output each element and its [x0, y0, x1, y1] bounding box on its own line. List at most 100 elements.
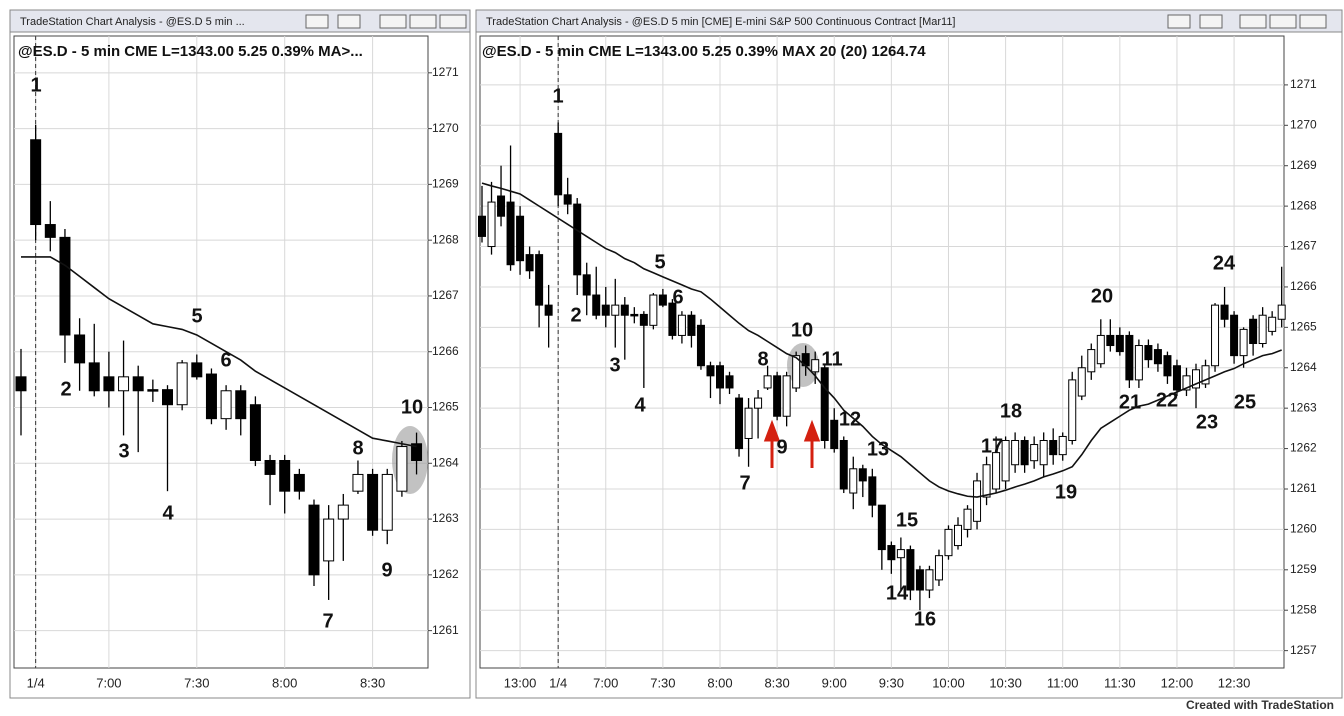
candle-body [1220, 304, 1229, 320]
candle-body [839, 439, 848, 490]
y-tick-label: 1267 [1290, 239, 1317, 253]
button[interactable] [379, 14, 407, 29]
candle-body [352, 473, 364, 492]
annotation: 13 [867, 438, 889, 460]
candle-body [132, 376, 144, 392]
y-tick-label: 1264 [432, 455, 459, 469]
candle-body [716, 365, 724, 389]
candle-body [1058, 435, 1067, 456]
y-tick-label: 1261 [1290, 481, 1317, 495]
x-tick-label: 11:30 [1104, 675, 1136, 690]
candle-body [15, 376, 27, 392]
button[interactable] [1199, 14, 1223, 29]
window-title: TradeStation Chart Analysis - @ES.D 5 mi… [20, 16, 245, 28]
candle-body [725, 375, 734, 389]
annotation: 10 [791, 319, 813, 341]
y-tick-label: 1262 [432, 567, 459, 581]
candle-body [687, 314, 696, 336]
candle-body [544, 304, 553, 316]
button[interactable] [337, 14, 361, 29]
button[interactable] [409, 14, 437, 29]
annotation: 2 [60, 378, 71, 400]
candle-body [1163, 355, 1172, 377]
candle-body [1192, 369, 1200, 389]
candle-body [337, 504, 349, 520]
x-tick-label: 12:00 [1161, 675, 1194, 690]
y-tick-label: 1259 [1290, 562, 1317, 576]
annotation: 2 [570, 304, 581, 326]
candle-body [887, 545, 896, 561]
x-tick-label: 7:30 [184, 675, 209, 690]
y-tick-label: 1269 [432, 177, 459, 191]
y-tick-label: 1263 [1290, 400, 1317, 414]
candle-body [1096, 334, 1105, 365]
annotation: 4 [634, 394, 646, 416]
button[interactable] [1299, 14, 1327, 29]
candle-body [44, 224, 56, 238]
annotation: 3 [609, 354, 620, 376]
annotation: 1 [30, 74, 41, 96]
annotation: 7 [322, 610, 333, 632]
arrow [763, 419, 781, 468]
annotation: 9 [776, 436, 787, 458]
candle-body [563, 194, 572, 205]
y-tick-label: 1264 [1290, 360, 1317, 374]
button[interactable] [439, 14, 467, 29]
candle-body [1172, 365, 1181, 391]
candle-body [249, 404, 261, 461]
candle-body [1182, 375, 1191, 391]
candle-body [293, 473, 305, 492]
candle-body [849, 468, 858, 494]
candle-body [411, 443, 423, 461]
candle-body [1144, 345, 1153, 361]
x-tick-label: 9:00 [822, 675, 847, 690]
candle-body [220, 390, 232, 420]
candle-body [279, 459, 291, 492]
candle-body [1239, 328, 1248, 357]
annotation: 9 [381, 559, 392, 581]
annotation: 22 [1156, 389, 1178, 411]
candle-body [118, 376, 130, 392]
candle-body [877, 504, 886, 551]
button[interactable] [1269, 14, 1297, 29]
y-tick-label: 1266 [1290, 279, 1317, 293]
annotation: 4 [162, 502, 174, 524]
y-tick-label: 1261 [432, 623, 459, 637]
candle-body [367, 473, 379, 531]
annotation: 15 [896, 509, 918, 531]
candle-body [1049, 439, 1058, 456]
annotation: 24 [1213, 252, 1236, 274]
candle-body [176, 362, 188, 406]
chart-header: @ES.D - 5 min CME L=1343.00 5.25 0.39% M… [482, 43, 926, 60]
x-tick-label: 7:30 [650, 675, 675, 690]
candle-body [620, 304, 629, 316]
y-tick-label: 1262 [1290, 441, 1317, 455]
button[interactable] [1239, 14, 1267, 29]
annotation: 17 [981, 435, 1003, 457]
annotation: 23 [1196, 411, 1218, 433]
annotation: 11 [821, 348, 842, 370]
candle-body [554, 132, 563, 196]
x-tick-label: 8:30 [764, 675, 789, 690]
button[interactable] [1167, 14, 1191, 29]
annotation: 7 [739, 472, 750, 494]
candle-body [162, 389, 173, 406]
y-tick-label: 1265 [432, 400, 459, 414]
button[interactable] [305, 14, 329, 29]
annotation: 10 [401, 396, 423, 418]
x-tick-label: 8:00 [272, 675, 297, 690]
y-tick-label: 1265 [1290, 320, 1317, 334]
candle-body [396, 446, 408, 492]
candle-body [830, 419, 839, 450]
candle-body [925, 569, 934, 591]
annotation: 8 [757, 348, 768, 370]
candle-body [1230, 314, 1239, 357]
annotation: 3 [118, 440, 129, 462]
candle-body [592, 294, 601, 316]
candle-body [506, 201, 515, 266]
candle-body [1134, 345, 1143, 381]
candle-body [601, 304, 610, 316]
candle-body [487, 201, 496, 248]
y-tick-label: 1260 [1290, 522, 1317, 536]
candle-body [934, 555, 943, 581]
